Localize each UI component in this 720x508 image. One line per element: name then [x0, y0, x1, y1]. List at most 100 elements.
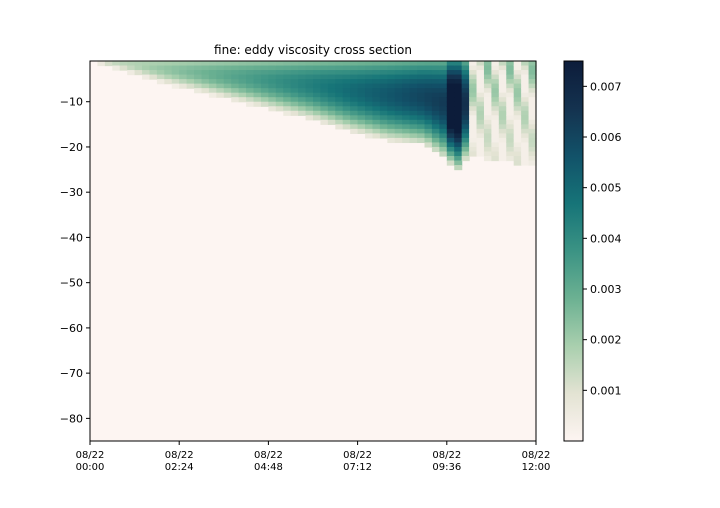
heatmap-cell — [498, 106, 507, 112]
heatmap-cell — [387, 110, 396, 116]
heatmap-cell — [246, 101, 255, 107]
heatmap-cell — [283, 88, 292, 94]
heatmap-cell — [208, 88, 217, 94]
heatmap-cell — [335, 110, 344, 116]
heatmap-cell — [402, 88, 411, 94]
heatmap-cell — [260, 101, 269, 107]
heatmap-cell — [409, 74, 418, 80]
heatmap-cell — [119, 65, 128, 71]
heatmap-cell — [171, 83, 180, 89]
heatmap-cell — [164, 61, 173, 67]
heatmap-cell — [476, 115, 485, 121]
heatmap-cell — [521, 156, 530, 162]
heatmap-cell — [379, 65, 388, 71]
heatmap-cell — [357, 83, 366, 89]
heatmap-cell — [446, 92, 455, 98]
heatmap-cell — [454, 115, 463, 121]
heatmap-cell — [394, 128, 403, 134]
heatmap-cell — [223, 92, 232, 98]
heatmap-cell — [365, 124, 374, 130]
heatmap-cell — [394, 83, 403, 89]
heatmap-cell — [417, 97, 426, 103]
heatmap-cell — [216, 65, 225, 71]
heatmap-cell — [513, 70, 522, 76]
heatmap-cell — [298, 74, 307, 80]
heatmap-cell — [439, 61, 448, 67]
heatmap-cell — [327, 106, 336, 112]
heatmap-cell — [461, 65, 470, 71]
heatmap-cell — [335, 92, 344, 98]
heatmap-cell — [409, 92, 418, 98]
heatmap-cell — [372, 92, 381, 98]
heatmap-cell — [305, 106, 314, 112]
heatmap-cell — [305, 65, 314, 71]
heatmap-cell — [394, 110, 403, 116]
heatmap-cell — [439, 83, 448, 89]
heatmap-cell — [431, 83, 440, 89]
heatmap-cell — [342, 70, 351, 76]
heatmap-cell — [142, 74, 151, 80]
heatmap-cell — [431, 137, 440, 144]
heatmap-cell — [513, 101, 522, 107]
heatmap-cell — [402, 110, 411, 116]
heatmap-cell — [246, 88, 255, 94]
heatmap-cell — [446, 97, 455, 103]
heatmap-cell — [372, 79, 381, 85]
heatmap-cell — [476, 119, 485, 125]
heatmap-cell — [498, 133, 507, 139]
heatmap-cell — [335, 74, 344, 80]
heatmap-cell — [387, 128, 396, 134]
heatmap-cell — [238, 79, 247, 85]
heatmap-cell — [454, 88, 463, 94]
heatmap-cell — [513, 151, 522, 157]
heatmap-cell — [372, 128, 381, 134]
heatmap-cell — [431, 88, 440, 94]
heatmap-cell — [513, 160, 522, 166]
heatmap-cell — [350, 128, 359, 134]
heatmap-cell — [513, 137, 522, 144]
heatmap-cell — [372, 133, 381, 139]
heatmap-cell — [223, 61, 232, 67]
heatmap-cell — [365, 65, 374, 71]
heatmap-cell — [275, 83, 284, 89]
heatmap-cell — [290, 70, 299, 76]
heatmap-cell — [521, 83, 530, 89]
heatmap-cell — [260, 61, 269, 67]
heatmap-cell — [469, 61, 478, 67]
heatmap-cell — [476, 137, 485, 144]
heatmap-cell — [394, 88, 403, 94]
heatmap-cell — [290, 88, 299, 94]
x-axis: 08/2200:0008/2202:2408/2204:4808/2207:12… — [76, 441, 550, 473]
heatmap-cell — [446, 101, 455, 107]
heatmap-cell — [424, 133, 433, 139]
heatmap-cell — [387, 137, 396, 144]
heatmap-cell — [216, 83, 225, 89]
heatmap-cell — [513, 74, 522, 80]
heatmap-cell — [476, 110, 485, 116]
heatmap-cell — [506, 146, 515, 153]
heatmap-cell — [327, 119, 336, 125]
heatmap-cell — [528, 128, 537, 134]
heatmap-cell — [469, 133, 478, 139]
heatmap-cell — [268, 79, 277, 85]
heatmap-cell — [431, 106, 440, 112]
heatmap-cell — [483, 106, 492, 112]
heatmap-cell — [431, 110, 440, 116]
heatmap-cell — [387, 65, 396, 71]
heatmap-cell — [409, 106, 418, 112]
heatmap-cell — [521, 65, 530, 71]
heatmap-cell — [483, 61, 492, 67]
heatmap-cell — [208, 74, 217, 80]
y-tick-label: −60 — [60, 322, 83, 335]
heatmap-cell — [387, 97, 396, 103]
heatmap-cell — [342, 97, 351, 103]
heatmap-cell — [394, 115, 403, 121]
x-tick-label-time: 07:12 — [343, 462, 372, 473]
heatmap-cell — [521, 142, 530, 148]
heatmap-cell — [335, 79, 344, 85]
heatmap-cell — [275, 70, 284, 76]
heatmap-cell — [454, 128, 463, 134]
heatmap-cell — [446, 160, 455, 166]
heatmap-cell — [498, 156, 507, 162]
heatmap-cell — [201, 70, 210, 76]
